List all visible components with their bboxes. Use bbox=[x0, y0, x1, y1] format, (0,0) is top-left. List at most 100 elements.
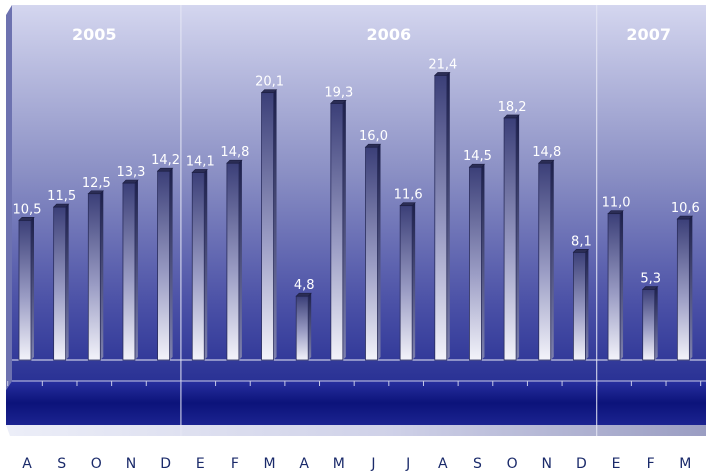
x-tick-label: E bbox=[612, 456, 621, 472]
bar-face bbox=[434, 74, 448, 361]
x-tick-label: A bbox=[438, 456, 448, 472]
bar-face bbox=[18, 219, 32, 361]
bar-top bbox=[434, 72, 451, 76]
bar-side bbox=[238, 160, 242, 360]
bar-side bbox=[550, 160, 554, 360]
value-label: 14,8 bbox=[220, 145, 249, 160]
x-tick-label: F bbox=[647, 456, 655, 472]
x-tick-label: N bbox=[126, 456, 136, 472]
bar-side bbox=[446, 72, 450, 360]
bar bbox=[191, 169, 208, 361]
x-tick-label: A bbox=[22, 456, 32, 472]
bar-top bbox=[607, 210, 624, 214]
bar bbox=[330, 100, 347, 361]
bar bbox=[468, 163, 486, 361]
bar-top bbox=[295, 292, 312, 297]
bar-side bbox=[620, 210, 624, 360]
x-tick-label: D bbox=[160, 456, 171, 472]
bar-top bbox=[226, 159, 243, 164]
group-label: 2005 bbox=[72, 25, 117, 44]
bar-top bbox=[399, 202, 416, 207]
bar-top bbox=[538, 159, 555, 164]
value-label: 21,4 bbox=[428, 57, 457, 72]
bar-side bbox=[412, 202, 416, 360]
value-label: 8,1 bbox=[571, 234, 592, 249]
bar bbox=[538, 159, 555, 361]
bar-face bbox=[87, 193, 101, 361]
x-tick-label: S bbox=[473, 456, 482, 472]
value-label: 4,8 bbox=[294, 278, 315, 293]
bar-face bbox=[538, 162, 552, 361]
value-label: 14,1 bbox=[186, 154, 215, 169]
bar bbox=[156, 167, 174, 361]
bar bbox=[295, 292, 312, 361]
x-tick-label: J bbox=[370, 456, 375, 472]
value-label: 14,2 bbox=[151, 153, 180, 168]
value-label: 5,3 bbox=[640, 272, 661, 287]
value-label: 19,3 bbox=[324, 85, 353, 100]
bar-side bbox=[65, 204, 69, 360]
x-tick-label: J bbox=[405, 456, 410, 472]
value-label: 20,1 bbox=[255, 75, 284, 90]
bar-face bbox=[503, 117, 517, 361]
value-label: 12,5 bbox=[82, 176, 111, 191]
x-tick-label: E bbox=[196, 456, 205, 472]
bar bbox=[18, 217, 35, 361]
plot-floor bbox=[6, 381, 706, 425]
x-tick-label: M bbox=[333, 456, 345, 472]
bar bbox=[434, 72, 451, 361]
bar-top bbox=[122, 179, 139, 184]
bar-top bbox=[330, 100, 347, 104]
bar-top bbox=[641, 286, 659, 290]
value-label: 10,5 bbox=[13, 202, 42, 217]
bar-side bbox=[308, 293, 312, 360]
bar-face bbox=[573, 251, 586, 361]
group-label: 2007 bbox=[626, 25, 671, 44]
bar-top bbox=[260, 89, 278, 93]
x-tick-label: M bbox=[264, 456, 276, 472]
bar-side bbox=[169, 168, 173, 360]
bar-side bbox=[481, 164, 485, 360]
bar bbox=[676, 215, 694, 361]
bar-face bbox=[53, 206, 67, 361]
value-label: 18,2 bbox=[498, 100, 527, 115]
bar-side bbox=[585, 249, 589, 360]
bar-side bbox=[204, 169, 208, 360]
bar-side bbox=[100, 190, 104, 360]
value-label: 16,0 bbox=[359, 129, 388, 144]
bar bbox=[260, 89, 278, 361]
bar-top bbox=[87, 190, 105, 195]
bar bbox=[399, 202, 416, 361]
bar bbox=[607, 210, 624, 361]
bar-top bbox=[503, 114, 520, 119]
bar-face bbox=[642, 289, 656, 361]
bar-top bbox=[52, 203, 70, 208]
bar-face bbox=[469, 166, 482, 361]
value-label: 11,5 bbox=[47, 189, 76, 204]
value-label: 11,0 bbox=[602, 196, 631, 211]
bar-side bbox=[689, 216, 693, 360]
value-label: 14,5 bbox=[463, 149, 492, 164]
x-tick-label: O bbox=[91, 456, 102, 472]
floor-front bbox=[6, 425, 706, 436]
bar bbox=[503, 114, 520, 361]
bar-face bbox=[330, 102, 344, 361]
bar-side bbox=[31, 217, 34, 360]
bar-face bbox=[295, 295, 309, 361]
plot-left-wall bbox=[6, 5, 12, 390]
bar-side bbox=[654, 286, 658, 360]
value-label: 10,6 bbox=[671, 201, 700, 216]
bar bbox=[226, 159, 243, 361]
group-label: 2006 bbox=[367, 25, 412, 44]
bar bbox=[641, 286, 659, 361]
bar-top bbox=[156, 167, 174, 172]
bar-top bbox=[191, 169, 208, 173]
bar bbox=[364, 143, 382, 361]
bar-face bbox=[122, 182, 136, 361]
bar-face bbox=[399, 205, 413, 361]
bar-top bbox=[572, 248, 590, 253]
x-tick-label: S bbox=[57, 456, 66, 472]
bar-side bbox=[377, 144, 381, 360]
value-label: 13,3 bbox=[116, 165, 145, 180]
